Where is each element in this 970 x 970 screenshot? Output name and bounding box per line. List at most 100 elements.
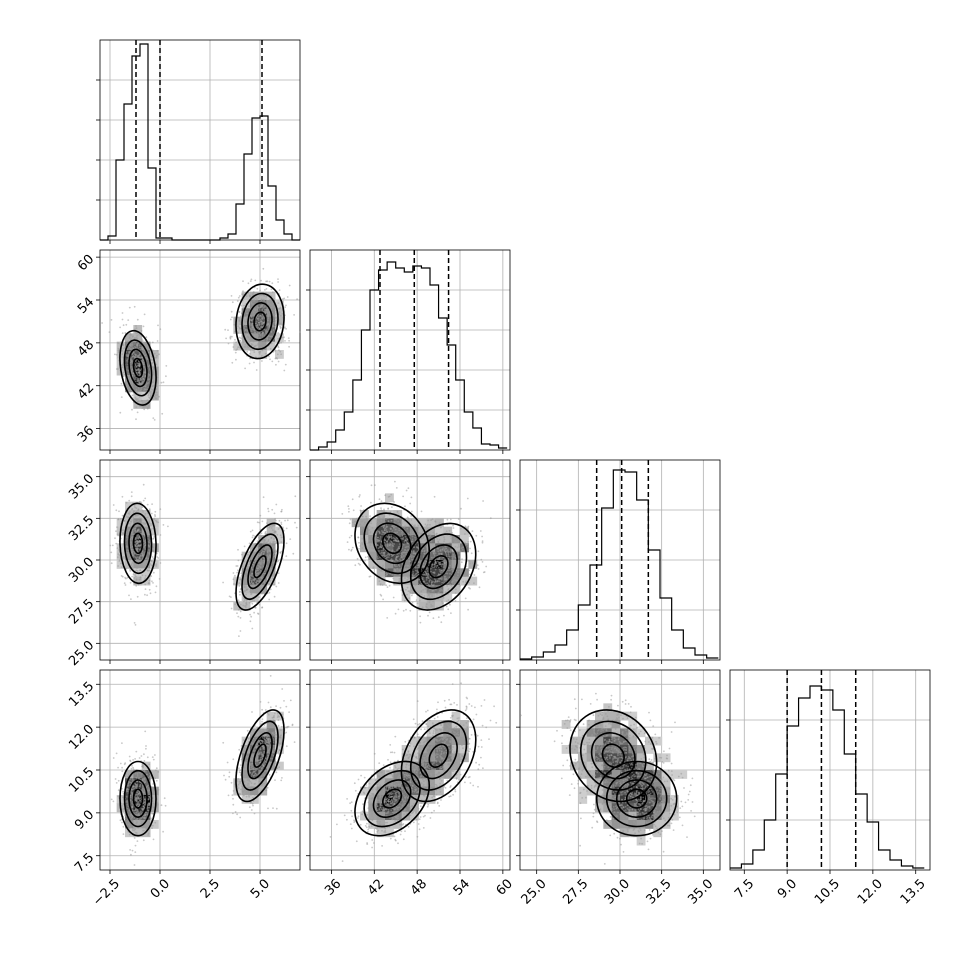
- sample-point: [274, 542, 277, 545]
- sample-point: [135, 569, 138, 572]
- sample-point: [465, 580, 467, 583]
- sample-point: [411, 591, 414, 594]
- sample-point: [130, 342, 132, 345]
- sample-point: [115, 542, 118, 545]
- sample-point: [447, 589, 449, 591]
- sample-point: [396, 565, 398, 568]
- sample-point: [274, 350, 277, 352]
- sample-point: [406, 527, 409, 530]
- sample-point: [441, 563, 444, 566]
- sample-point: [152, 582, 154, 584]
- sample-point: [467, 541, 470, 543]
- sample-point: [260, 570, 262, 573]
- sample-point: [142, 373, 145, 376]
- sample-point: [127, 369, 130, 372]
- sample-point: [126, 516, 128, 518]
- sample-point: [445, 600, 448, 603]
- sample-point: [373, 551, 375, 554]
- sample-point: [140, 563, 143, 565]
- sample-point: [259, 514, 262, 517]
- sample-point: [408, 557, 410, 560]
- sample-point: [396, 555, 398, 558]
- sample-point: [257, 342, 260, 345]
- sample-point: [132, 344, 134, 346]
- sample-point: [135, 548, 138, 550]
- sample-point: [152, 571, 155, 574]
- sample-point: [437, 541, 440, 543]
- sample-point: [268, 313, 270, 316]
- sample-point: [355, 517, 358, 520]
- sample-point: [262, 267, 265, 270]
- sample-point: [485, 565, 488, 568]
- sample-point: [261, 593, 263, 595]
- sample-point: [250, 574, 253, 577]
- sample-point: [231, 301, 234, 304]
- sample-point: [152, 537, 155, 540]
- density-cell: [133, 350, 143, 359]
- sample-point: [132, 341, 134, 344]
- density-cell: [250, 300, 259, 309]
- sample-point: [130, 363, 133, 365]
- sample-point: [393, 521, 396, 524]
- sample-point: [147, 378, 150, 381]
- sample-point: [390, 541, 393, 543]
- sample-point: [141, 566, 143, 569]
- sample-point: [479, 530, 482, 532]
- sample-point: [458, 563, 461, 566]
- sample-point: [258, 307, 260, 309]
- sample-point: [129, 522, 132, 525]
- sample-point: [454, 540, 457, 542]
- sample-point: [464, 533, 466, 535]
- sample-point: [256, 318, 259, 320]
- sample-point: [263, 308, 266, 311]
- x-tick-label: 12.0: [855, 876, 886, 907]
- sample-point: [453, 555, 455, 558]
- sample-point: [154, 397, 157, 399]
- density-cell: [116, 518, 126, 528]
- sample-point: [250, 580, 253, 582]
- sample-point: [270, 288, 273, 291]
- sample-point: [130, 491, 133, 493]
- sample-point: [394, 569, 397, 572]
- sample-point: [152, 417, 155, 419]
- sample-point: [236, 612, 238, 615]
- sample-point: [454, 592, 457, 594]
- sample-point: [416, 602, 419, 605]
- sample-point: [397, 608, 400, 611]
- sample-point: [126, 536, 128, 539]
- sample-point: [258, 536, 260, 539]
- sample-point: [248, 542, 251, 545]
- sample-point: [382, 526, 385, 529]
- sample-point: [133, 375, 136, 378]
- sample-point: [380, 500, 383, 502]
- sample-point: [135, 331, 138, 334]
- sample-point: [443, 549, 446, 552]
- sample-point: [425, 546, 428, 548]
- sample-point: [135, 819, 137, 821]
- sample-point: [258, 294, 261, 297]
- sample-point: [286, 296, 289, 298]
- sample-point: [429, 579, 431, 581]
- sample-point: [135, 575, 137, 578]
- sample-point: [140, 346, 143, 349]
- density-cell: [133, 366, 143, 376]
- sample-point: [139, 369, 142, 372]
- sample-point: [133, 337, 136, 340]
- sample-point: [284, 306, 286, 309]
- sample-point: [121, 534, 123, 536]
- sample-point: [365, 515, 367, 518]
- sample-point: [454, 588, 457, 591]
- sample-point: [427, 573, 430, 576]
- sample-point: [468, 569, 471, 572]
- sample-point: [365, 517, 368, 520]
- sample-point: [128, 347, 131, 349]
- sample-point: [264, 582, 266, 585]
- sample-point: [467, 525, 470, 528]
- sample-point: [436, 538, 439, 540]
- sample-point: [354, 564, 357, 567]
- sample-point: [133, 577, 136, 579]
- sample-point: [443, 575, 446, 578]
- sample-point: [265, 301, 267, 303]
- sample-point: [378, 516, 381, 519]
- sample-point: [153, 517, 156, 520]
